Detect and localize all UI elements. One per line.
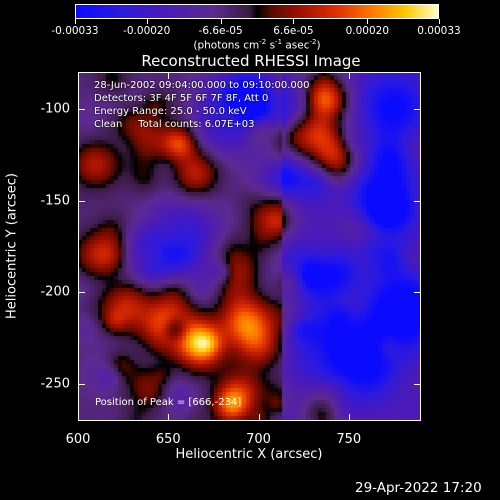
plot-area: [78, 72, 421, 421]
colorbar-tick-label: 0.00020: [345, 25, 390, 37]
colorbar: [75, 4, 439, 19]
heatmap-image: [78, 72, 421, 421]
colorbar-tick-mark: [220, 19, 222, 24]
colorbar-tick-label: -0.00020: [123, 25, 171, 37]
annotation-peak: Position of Peak = [666,-234]: [95, 397, 242, 408]
y-tick-mark: [414, 108, 421, 110]
y-tick-mark: [414, 292, 421, 294]
y-tick-mark: [78, 292, 85, 294]
colorbar-tick-label: -6.6e-05: [198, 25, 243, 37]
y-tick-label: -200: [40, 284, 70, 300]
x-tick-mark: [258, 414, 260, 421]
colorbar-unit-label: (photons cm-2 s-1 asec-2): [193, 38, 321, 52]
colorbar-tick-mark: [367, 19, 369, 24]
footer-timestamp: 29-Apr-2022 17:20: [355, 480, 482, 496]
y-axis-label: Heliocentric Y (arcsec): [4, 173, 20, 319]
annotation-energy: Energy Range: 25.0 - 50.0 keV: [94, 106, 247, 117]
annotation-method: Clean Total counts: 6.07E+03: [94, 119, 255, 130]
y-tick-mark: [414, 384, 421, 386]
x-tick-label: 700: [246, 432, 271, 447]
x-tick-mark: [78, 414, 79, 421]
x-tick-mark: [168, 414, 170, 421]
x-tick-label: 750: [336, 432, 362, 447]
x-tick-mark: [348, 72, 350, 79]
y-tick-label: -100: [40, 101, 70, 117]
x-axis-label: Heliocentric X (arcsec): [175, 447, 323, 462]
annotation-detectors: Detectors: 3F 4F 5F 6F 7F 8F, Att 0: [94, 93, 269, 104]
y-tick-mark: [414, 200, 421, 202]
x-tick-mark: [348, 414, 350, 421]
annotation-time: 28-Jun-2002 09:04:00.000 to 09:10:00.000: [94, 80, 310, 91]
chart-title: Reconstructed RHESSI Image: [141, 52, 361, 70]
y-tick-label: -250: [40, 376, 70, 392]
x-tick-label: 650: [155, 432, 181, 447]
x-tick-mark: [78, 72, 79, 79]
y-tick-mark: [78, 108, 85, 110]
x-tick-mark: [168, 72, 170, 79]
y-tick-mark: [78, 384, 85, 386]
colorbar-tick-label: 6.6e-05: [273, 25, 314, 37]
colorbar-tick-label: -0.00033: [51, 25, 99, 37]
colorbar-tick-mark: [439, 19, 440, 24]
y-tick-label: -150: [40, 193, 70, 209]
x-tick-mark: [258, 72, 260, 79]
x-tick-label: 600: [65, 432, 91, 447]
colorbar-tick-mark: [75, 19, 76, 24]
y-tick-mark: [78, 200, 85, 202]
colorbar-tick-mark: [293, 19, 295, 24]
colorbar-tick-label: 0.00033: [417, 25, 461, 37]
colorbar-tick-mark: [146, 19, 148, 24]
